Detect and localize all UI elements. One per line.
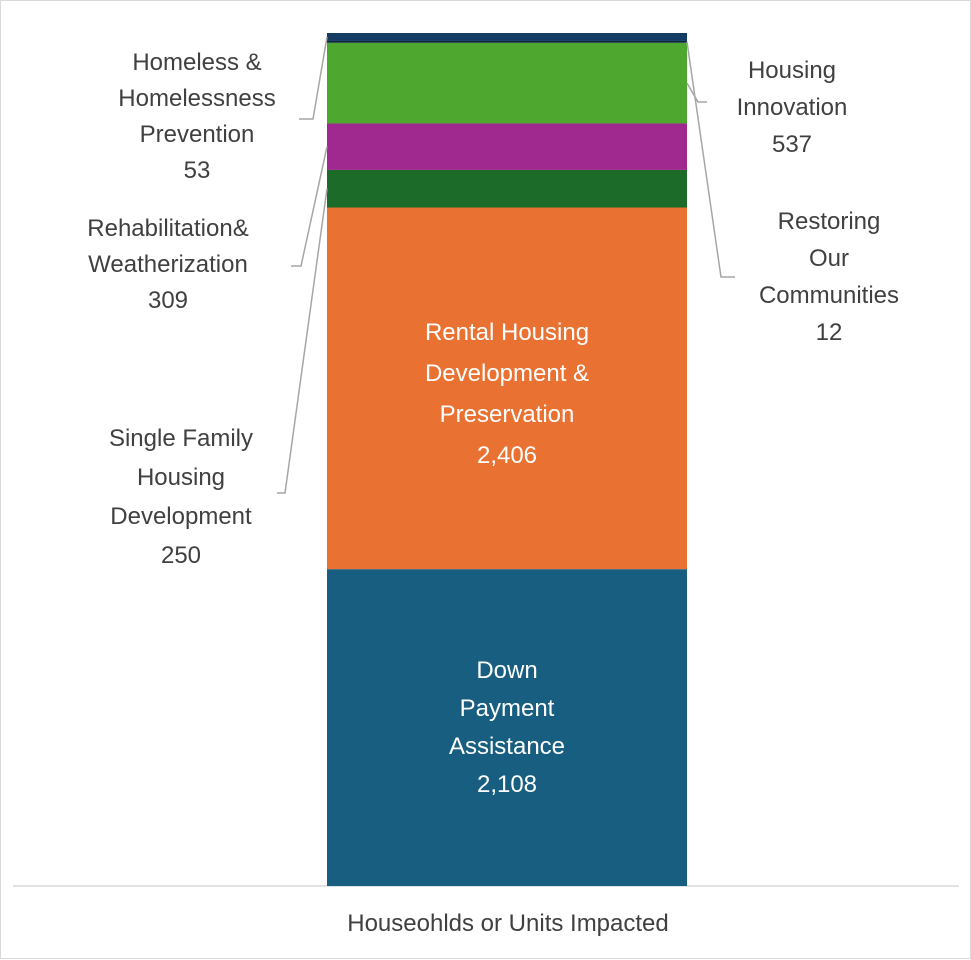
data-label-text: Rehabilitation& xyxy=(87,215,248,242)
data-label-text: Weatherization xyxy=(88,251,248,278)
data-label-text: Single Family xyxy=(109,425,253,452)
data-label-text: Housing xyxy=(137,464,225,491)
data-label-text: Homeless & xyxy=(132,49,261,76)
data-label-text: Assistance xyxy=(449,733,565,760)
data-label-restoring-our-communities: Restoring Our Communities 12 xyxy=(759,208,899,346)
data-label-text: Preservation xyxy=(440,401,575,428)
data-label-text: Prevention xyxy=(140,121,255,148)
leader-line-innovation xyxy=(686,82,707,103)
data-label-value: 250 xyxy=(161,542,201,569)
data-label-text: Homelessness xyxy=(118,85,275,112)
leader-line-homeless xyxy=(299,36,328,120)
bar-segment-homeless-and-homelessness-prevention xyxy=(327,33,687,41)
bar-segment-rehabilitationand-weatherization xyxy=(327,123,687,170)
data-label-housing-innovation: Housing Innovation 537 xyxy=(737,57,848,158)
leader-line-single-family xyxy=(277,188,328,494)
data-label-text: Restoring xyxy=(778,208,881,235)
data-label-single-family-housing-development: Single Family Housing Development 250 xyxy=(109,425,253,569)
data-label-text: Our xyxy=(809,245,849,272)
data-label-value: 309 xyxy=(148,287,188,314)
leader-line-restoring xyxy=(686,41,735,278)
bar-segment-housing-innovation xyxy=(327,42,687,124)
bar-segment-restoring-our-communities xyxy=(327,40,687,43)
data-label-text: Innovation xyxy=(737,94,848,121)
data-label-value: 537 xyxy=(772,131,812,158)
data-label-value: 53 xyxy=(184,157,211,184)
data-label-down-payment-assistance: Down Payment Assistance 2,108 xyxy=(449,657,565,798)
bar-segment-single-family-housing-development xyxy=(327,169,687,208)
data-label-text: Housing xyxy=(748,57,836,84)
category-label: Houseohlds or Units Impacted xyxy=(347,910,669,937)
data-label-text: Down xyxy=(476,657,537,684)
bar-segment-rental-housing-development-and-preservation xyxy=(327,207,687,570)
data-label-value: 2,108 xyxy=(477,771,537,798)
data-label-text: Development & xyxy=(425,360,589,387)
leader-line-rehabilitation xyxy=(291,146,328,267)
data-label-text: Rental Housing xyxy=(425,319,589,346)
data-label-rental-housing-development-and-preservation: Rental Housing Development & Preservation 2… xyxy=(425,319,589,469)
data-label-rehabilitationand-weatherization: Rehabilitation&Weatherization 309 xyxy=(87,215,248,314)
data-label-value: 12 xyxy=(816,319,843,346)
bar-segment-down-payment-assistance xyxy=(327,569,687,886)
data-label-text: Payment xyxy=(460,695,555,722)
data-label-text: Communities xyxy=(759,282,899,309)
data-label-value: 2,406 xyxy=(477,442,537,469)
data-label-homeless-and-homelessness-prevention: Homeless & Homelessness Prevention 53 xyxy=(118,49,275,184)
data-label-text: Development xyxy=(110,503,252,530)
